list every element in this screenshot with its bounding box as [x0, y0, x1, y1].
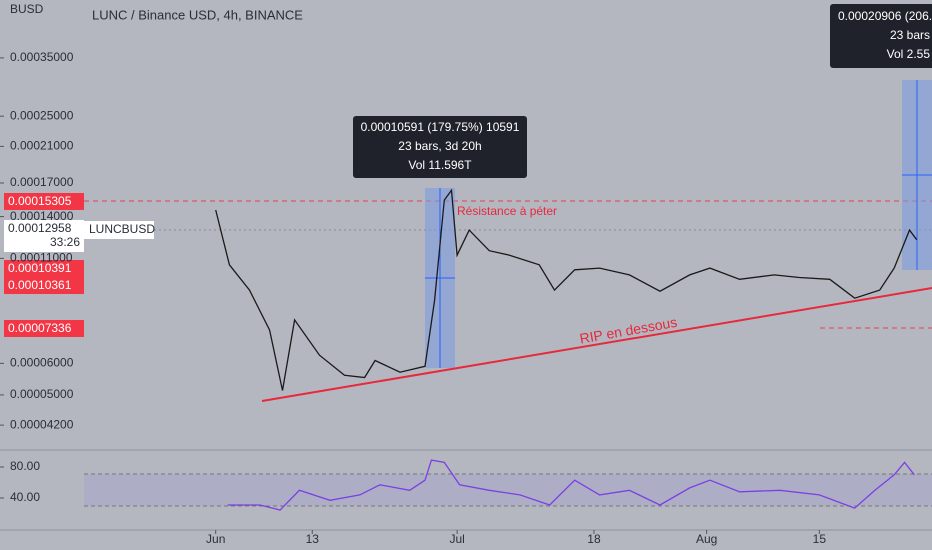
price-tag-text: 0.00015305 [8, 194, 72, 208]
x-tick-label: Aug [696, 532, 717, 546]
price-line [215, 188, 918, 391]
x-tick-label: 18 [587, 532, 601, 546]
price-line [227, 459, 915, 511]
price-tag-text: 0.00010391 [8, 261, 72, 275]
x-tick-label: 13 [306, 532, 320, 546]
y-tick-label: 0.00005000 [10, 387, 74, 401]
trend-line [261, 287, 932, 402]
countdown: 33:26 [50, 235, 80, 249]
tooltip-text: 0.00020906 (206. [838, 9, 932, 23]
y-tick-label: 0.00021000 [10, 139, 74, 153]
tooltip-box [830, 4, 932, 68]
x-tick-label: Jun [206, 532, 225, 546]
tooltip-box [353, 116, 527, 178]
price-tag-text: 0.00012958 [8, 221, 72, 235]
tooltip-text: 0.00010591 (179.75%) 10591 [361, 120, 520, 134]
measure-tooltip: 0.00010591 (179.75%) 10591 23 bars, 3d 2… [353, 4, 932, 178]
tooltip-text: Vol 2.55 [887, 47, 931, 61]
tooltip-text: Vol 11.596T [408, 158, 472, 172]
y-tick-label: 0.00025000 [10, 108, 74, 122]
x-tick-label: 15 [813, 532, 827, 546]
y-tick-label: 0.00017000 [10, 175, 74, 189]
x-tick-label: Jul [449, 532, 464, 546]
rsi-band [84, 474, 932, 506]
y-tick-label: 40.00 [10, 490, 40, 504]
price-tag [4, 193, 84, 210]
price-tag-text: 0.00007336 [8, 321, 72, 335]
y-tick-label: 0.00006000 [10, 356, 74, 370]
symbol-title: LUNC / Binance USD, 4h, BINANCE [92, 7, 303, 22]
tooltip-text: 23 bars, 3d 20h [398, 139, 481, 153]
price-tag [4, 260, 84, 294]
currency: BUSD [10, 2, 44, 16]
symbol-tag [84, 221, 154, 239]
annotation: Résistance à péter [457, 204, 557, 218]
y-tick-label: 0.00014000 [10, 209, 74, 223]
y-tick-label: 0.00035000 [10, 50, 74, 64]
y-tick-label: 0.00004200 [10, 417, 74, 431]
symbol-tag-text: LUNCBUSD [89, 222, 155, 236]
price-tag [4, 220, 84, 252]
price-tag [4, 320, 84, 337]
tooltip-text: 23 bars [890, 28, 930, 42]
price-tag-text: 0.00010361 [8, 278, 72, 292]
y-tick-label: 80.00 [10, 459, 40, 473]
y-tick-label: 0.00011000 [10, 251, 73, 265]
